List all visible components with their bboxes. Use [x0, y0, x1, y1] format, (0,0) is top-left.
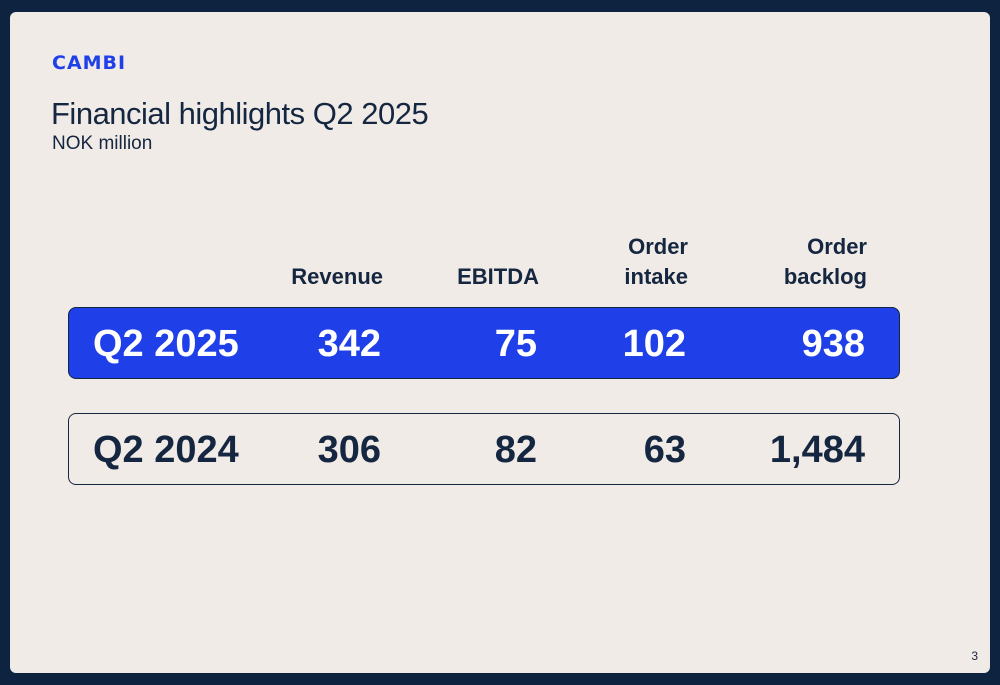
- row-label: Q2 2025: [93, 323, 239, 365]
- ebitda-value: 82: [494, 429, 537, 471]
- slide-subtitle: NOK million: [52, 133, 153, 154]
- table-row-q2-2025: Q2 2025 342 75 102 938: [68, 307, 900, 379]
- order-intake-value: 102: [622, 323, 686, 365]
- cambi-logo: CAMBI: [52, 52, 127, 74]
- row-label: Q2 2024: [93, 429, 239, 471]
- order-backlog-value: 1,484: [769, 429, 865, 471]
- column-header-order-intake: Order intake: [624, 234, 688, 289]
- column-header-order-backlog: Order backlog: [783, 234, 867, 289]
- column-header-ebitda: EBITDA: [457, 264, 539, 289]
- order-intake-value: 63: [643, 429, 686, 471]
- order-backlog-value: 938: [801, 323, 865, 365]
- revenue-value: 342: [317, 323, 381, 365]
- column-header-revenue: Revenue: [291, 264, 383, 289]
- slide: CAMBI Financial highlights Q2 2025 NOK m…: [10, 12, 990, 673]
- revenue-value: 306: [317, 429, 381, 471]
- page-number: 3: [971, 649, 978, 663]
- slide-title: Financial highlights Q2 2025: [51, 96, 429, 131]
- table-row-q2-2024: Q2 2024 306 82 63 1,484: [68, 413, 900, 485]
- ebitda-value: 75: [494, 323, 537, 365]
